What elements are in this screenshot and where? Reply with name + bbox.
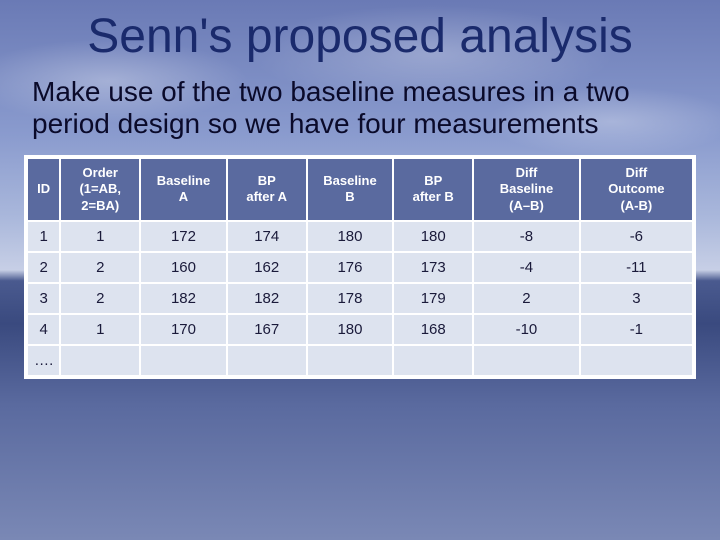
table-row: 22160162176173-4-11: [27, 252, 693, 283]
cell-bpAfterB: 168: [393, 314, 473, 345]
col-header-order: Order (1=AB, 2=BA): [60, 158, 140, 221]
table-row: ….: [27, 345, 693, 376]
cell-diffOutcome: -6: [580, 221, 693, 252]
cell-baselineB: 176: [307, 252, 394, 283]
slide-subtitle: Make use of the two baseline measures in…: [32, 76, 688, 139]
cell-id: 4: [27, 314, 60, 345]
cell-baselineB: 178: [307, 283, 394, 314]
cell-order: 2: [60, 252, 140, 283]
data-table: ID Order (1=AB, 2=BA) Baseline A BP afte…: [26, 157, 694, 377]
cell-diffOutcome: [580, 345, 693, 376]
cell-baselineA: 160: [140, 252, 227, 283]
cell-baselineB: 180: [307, 314, 394, 345]
col-header-bp-after-a: BP after A: [227, 158, 307, 221]
cell-diffBaseline: [473, 345, 580, 376]
col-header-baseline-a: Baseline A: [140, 158, 227, 221]
cell-id: 3: [27, 283, 60, 314]
cell-bpAfterA: 174: [227, 221, 307, 252]
cell-baselineA: 182: [140, 283, 227, 314]
cell-order: 1: [60, 314, 140, 345]
cell-bpAfterA: 182: [227, 283, 307, 314]
slide-container: Senn's proposed analysis Make use of the…: [0, 0, 720, 540]
cell-diffBaseline: -10: [473, 314, 580, 345]
col-header-baseline-b: Baseline B: [307, 158, 394, 221]
cell-diffBaseline: -4: [473, 252, 580, 283]
cell-baselineA: 172: [140, 221, 227, 252]
table-row: 3218218217817923: [27, 283, 693, 314]
header-row: ID Order (1=AB, 2=BA) Baseline A BP afte…: [27, 158, 693, 221]
cell-bpAfterA: 162: [227, 252, 307, 283]
cell-diffOutcome: 3: [580, 283, 693, 314]
slide-title: Senn's proposed analysis: [24, 12, 696, 62]
cell-id: 2: [27, 252, 60, 283]
cell-bpAfterA: 167: [227, 314, 307, 345]
data-table-wrapper: ID Order (1=AB, 2=BA) Baseline A BP afte…: [24, 155, 696, 379]
cell-bpAfterB: 180: [393, 221, 473, 252]
col-header-bp-after-b: BP after B: [393, 158, 473, 221]
col-header-id: ID: [27, 158, 60, 221]
cell-bpAfterB: [393, 345, 473, 376]
cell-baselineA: [140, 345, 227, 376]
table-row: 11172174180180-8-6: [27, 221, 693, 252]
table-header: ID Order (1=AB, 2=BA) Baseline A BP afte…: [27, 158, 693, 221]
cell-baselineA: 170: [140, 314, 227, 345]
cell-bpAfterB: 179: [393, 283, 473, 314]
cell-diffBaseline: 2: [473, 283, 580, 314]
cell-bpAfterB: 173: [393, 252, 473, 283]
col-header-diff-outcome: Diff Outcome (A-B): [580, 158, 693, 221]
table-body: 11172174180180-8-622160162176173-4-11321…: [27, 221, 693, 376]
cell-bpAfterA: [227, 345, 307, 376]
cell-order: 2: [60, 283, 140, 314]
cell-order: [60, 345, 140, 376]
cell-baselineB: [307, 345, 394, 376]
cell-baselineB: 180: [307, 221, 394, 252]
table-row: 41170167180168-10-1: [27, 314, 693, 345]
col-header-diff-baseline: Diff Baseline (A–B): [473, 158, 580, 221]
cell-id: 1: [27, 221, 60, 252]
cell-diffOutcome: -1: [580, 314, 693, 345]
cell-order: 1: [60, 221, 140, 252]
cell-diffBaseline: -8: [473, 221, 580, 252]
cell-id: ….: [27, 345, 60, 376]
cell-diffOutcome: -11: [580, 252, 693, 283]
